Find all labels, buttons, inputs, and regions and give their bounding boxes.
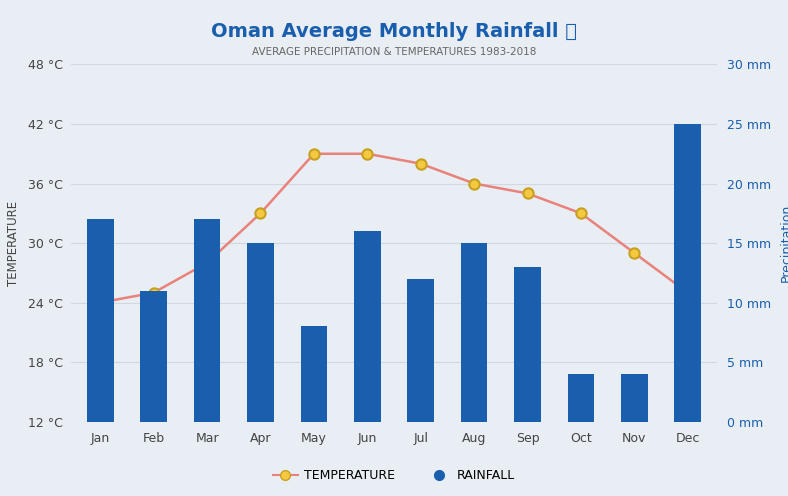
Bar (300, 326, 327, 422)
Legend: TEMPERATURE, RAINFALL: TEMPERATURE, RAINFALL (267, 464, 521, 487)
Point (201, 259, 214, 267)
Point (307, 150, 320, 158)
Bar (461, 243, 488, 422)
Bar (514, 267, 541, 422)
Point (94, 299, 106, 307)
Point (147, 289, 160, 297)
Bar (675, 124, 701, 422)
Bar (247, 243, 274, 422)
Point (255, 209, 267, 217)
Point (682, 289, 694, 297)
Bar (407, 279, 434, 422)
Point (361, 150, 374, 158)
Point (468, 180, 481, 187)
Point (521, 189, 533, 197)
Bar (87, 219, 113, 422)
Bar (621, 374, 648, 422)
Point (414, 160, 427, 168)
Bar (354, 231, 381, 422)
Text: Oman Average Monthly Rainfall 🌧: Oman Average Monthly Rainfall 🌧 (211, 22, 577, 41)
Point (574, 209, 587, 217)
Point (628, 249, 641, 257)
Bar (140, 291, 167, 422)
Y-axis label: Precipitation: Precipitation (779, 204, 788, 282)
Y-axis label: TEMPERATURE: TEMPERATURE (7, 200, 20, 286)
Bar (567, 374, 594, 422)
Bar (194, 219, 221, 422)
Text: AVERAGE PRECIPITATION & TEMPERATURES 1983-2018: AVERAGE PRECIPITATION & TEMPERATURES 198… (252, 47, 536, 57)
